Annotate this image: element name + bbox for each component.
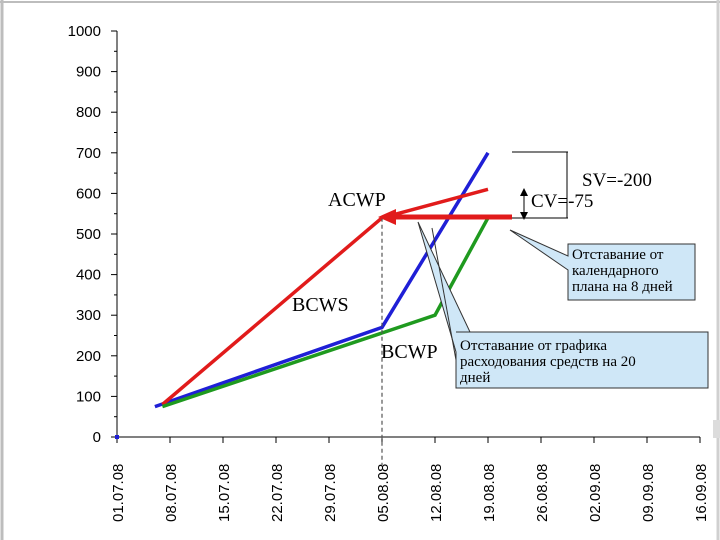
x-tick-label: 26.08.08: [534, 464, 551, 522]
y-tick-label: 400: [76, 267, 101, 284]
x-tick-label: 19.08.08: [481, 464, 498, 522]
y-tick-label: 200: [76, 348, 101, 365]
x-tick-label: 02.09.08: [587, 464, 604, 522]
series-line-bcws: [154, 151, 490, 409]
y-tick-label: 900: [76, 64, 101, 81]
cost-lag-callout: Отставание от графика расходования средст…: [417, 221, 709, 389]
cv-label: CV=-75: [531, 191, 593, 212]
y-tick-label: 500: [76, 226, 101, 243]
origin-marker: [115, 435, 119, 439]
y-tick-label: 300: [76, 307, 101, 324]
y-tick-label: 0: [93, 429, 101, 446]
cv-arrow: [520, 188, 528, 220]
x-tick-label: 16.09.08: [693, 464, 710, 522]
x-tick-label: 09.09.08: [640, 464, 657, 522]
y-tick-label: 700: [76, 145, 101, 162]
x-tick-label: 15.07.08: [216, 464, 233, 522]
x-tick-label: 12.08.08: [428, 464, 445, 522]
y-tick-label: 1000: [68, 23, 101, 40]
y-tick-label: 800: [76, 104, 101, 121]
schedule-lag-text: Отставание от календарного плана на 8 дней: [572, 247, 673, 295]
series-line-bcwp: [161, 216, 490, 409]
schedule-lag-arrow: [378, 209, 512, 225]
acwp-label: ACWP: [328, 189, 386, 211]
edge-marker: [713, 420, 720, 438]
x-tick-label: 22.07.08: [269, 464, 286, 522]
y-tick-label: 600: [76, 185, 101, 202]
sv-bracket: [512, 151, 568, 219]
sv-label: SV=-200: [582, 170, 652, 191]
x-tick-label: 05.08.08: [375, 464, 392, 522]
x-axis: 01.07.08 08.07.08 15.07.08 22.07.08 29.07.08…: [110, 435, 710, 522]
bcwp-label: BCWP: [381, 341, 438, 363]
x-tick-label: 01.07.08: [110, 464, 127, 522]
schedule-lag-callout: Отставание от календарного плана на 8 дней: [509, 229, 696, 301]
y-axis: 0 100 200 300 400 500 600 700 800 900 1000: [68, 23, 118, 446]
y-tick-label: 100: [76, 388, 101, 405]
cost-lag-text: Отставание от графика расходования средст…: [460, 338, 636, 386]
bcws-label: BCWS: [292, 294, 349, 316]
x-tick-label: 08.07.08: [163, 464, 180, 522]
x-tick-label: 29.07.08: [322, 464, 339, 522]
